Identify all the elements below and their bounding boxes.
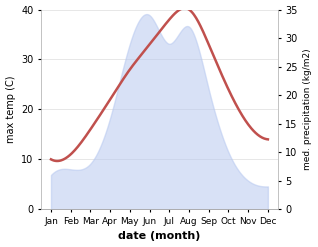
Y-axis label: med. precipitation (kg/m2): med. precipitation (kg/m2) — [303, 49, 313, 170]
Y-axis label: max temp (C): max temp (C) — [5, 76, 16, 143]
X-axis label: date (month): date (month) — [118, 231, 201, 242]
